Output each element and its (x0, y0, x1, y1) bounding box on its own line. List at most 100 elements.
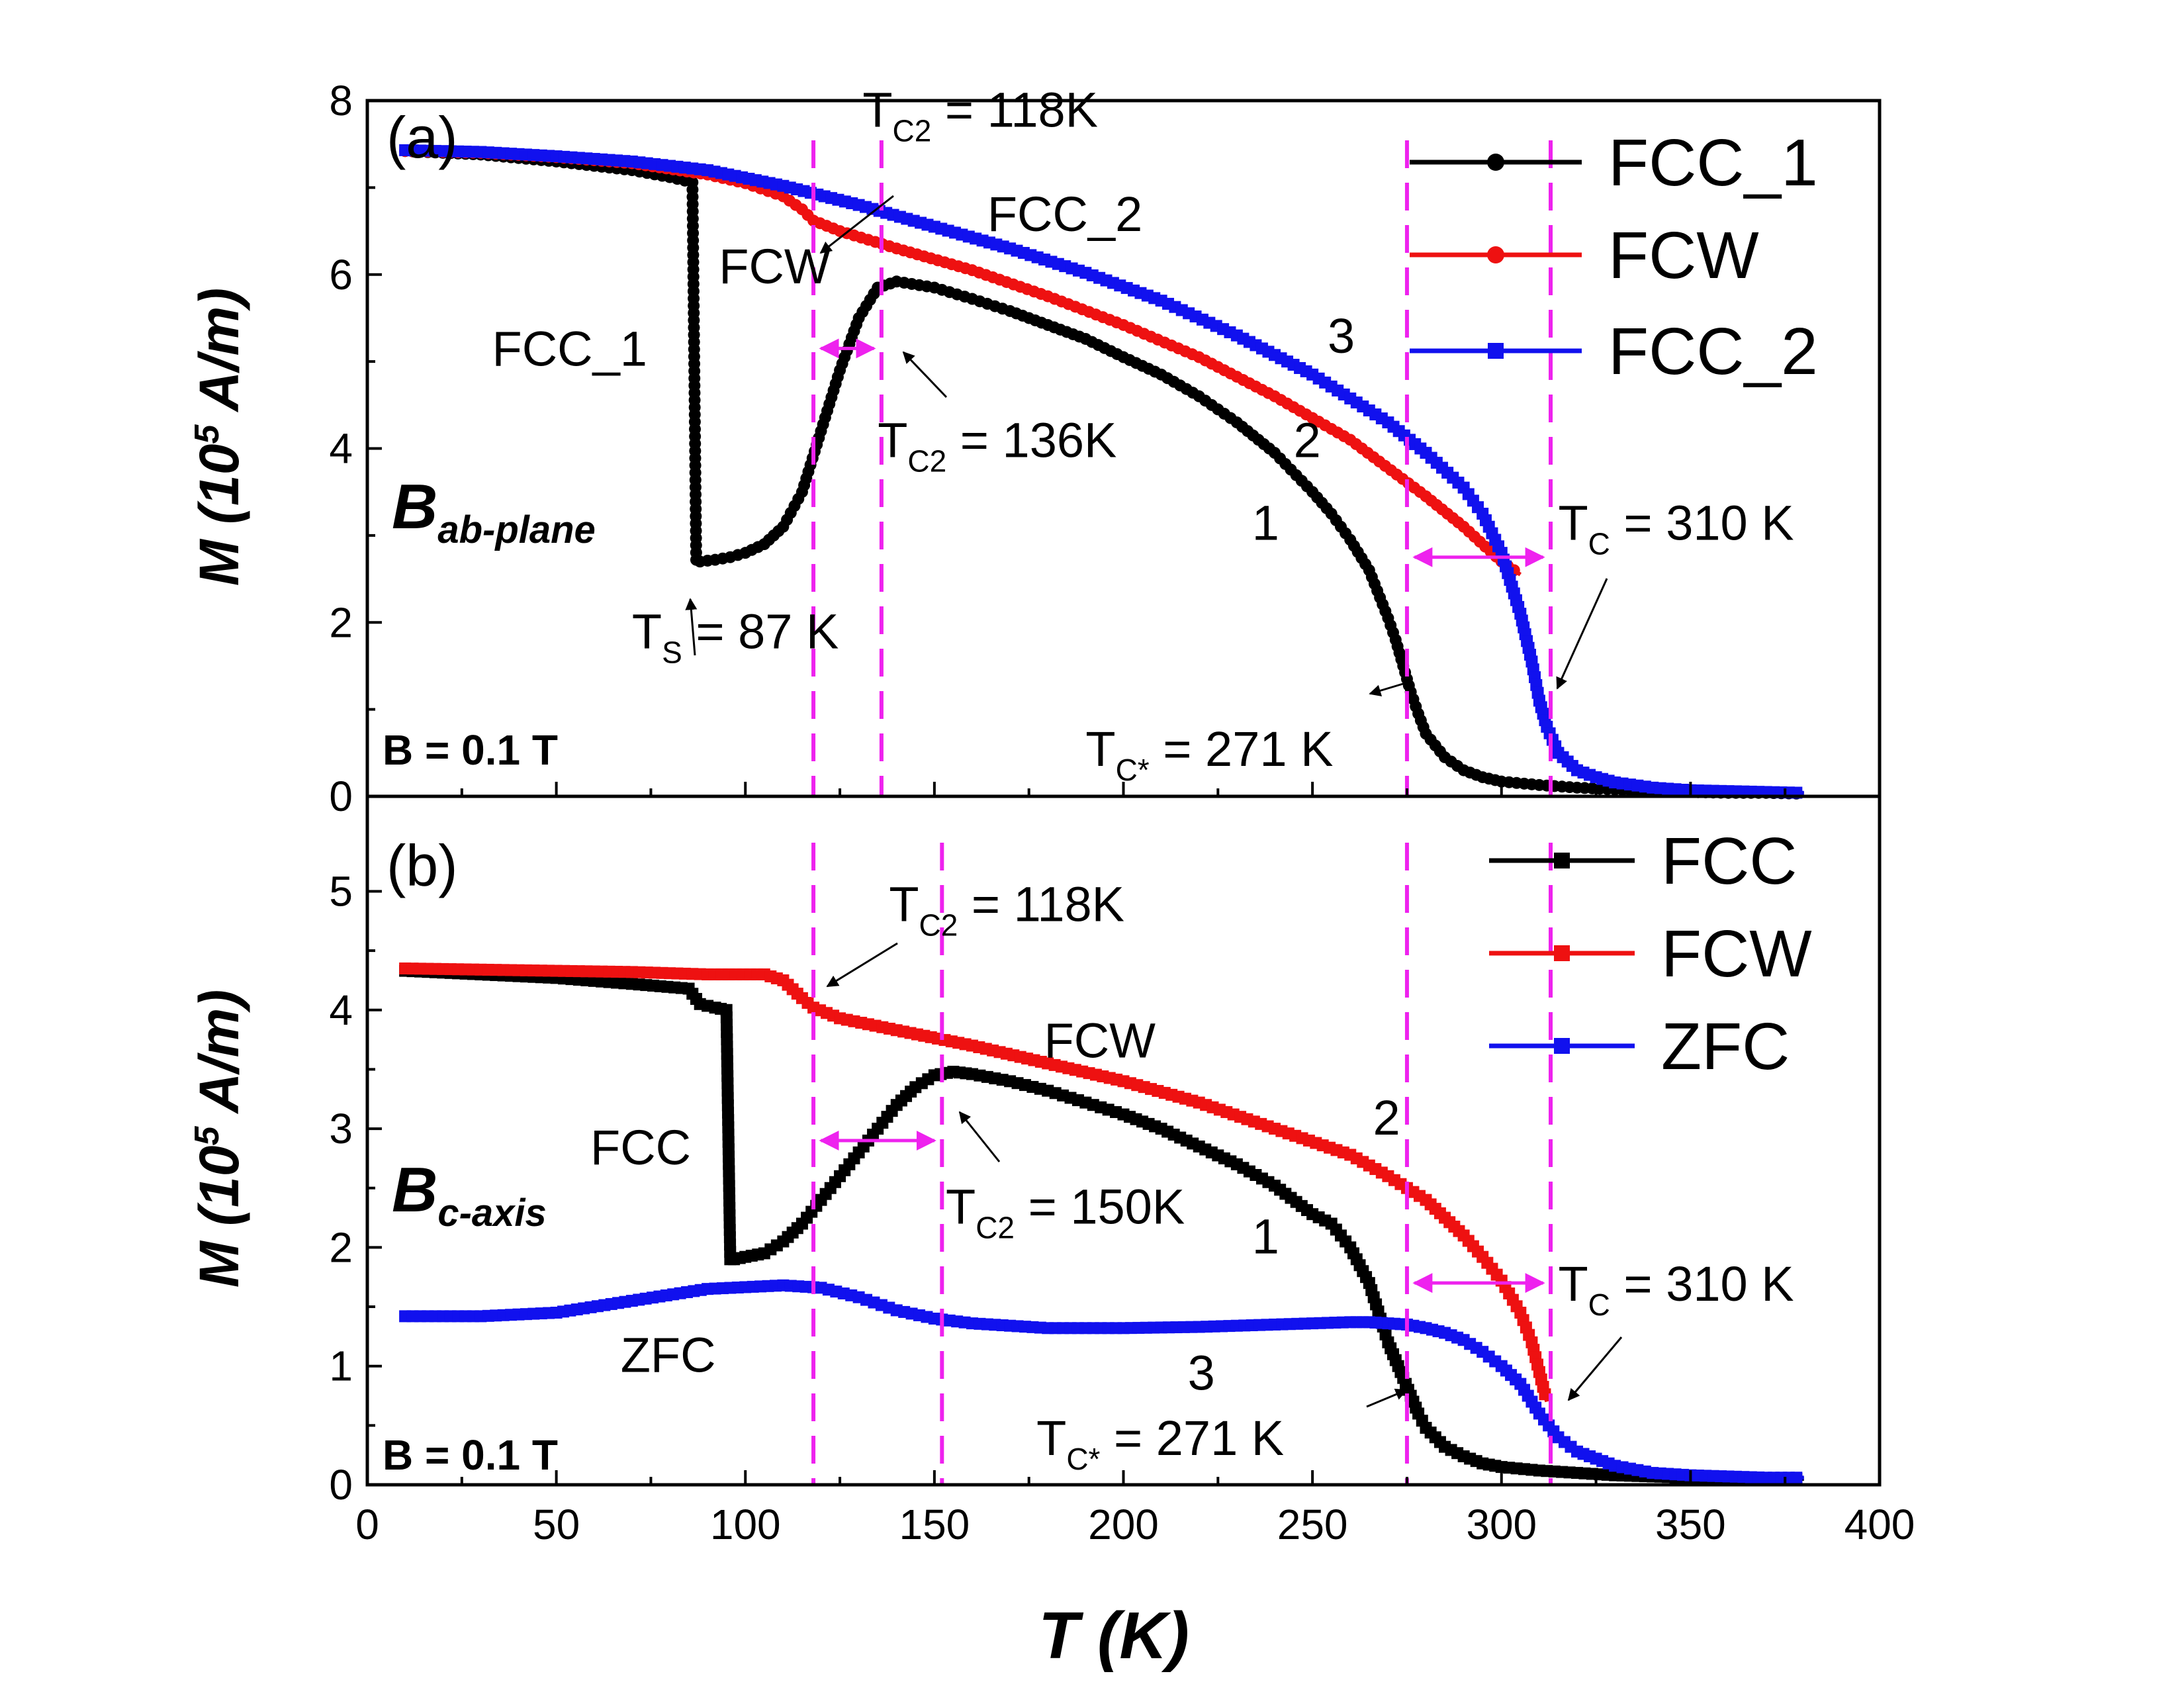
annotation-sub: C2 (907, 444, 946, 479)
annotation-main: T (1085, 722, 1115, 776)
pointer-arrow-6 (958, 1111, 1001, 1162)
annotation-main: 3 (1188, 1346, 1215, 1401)
annotation-main: T (1558, 495, 1588, 550)
annotation-main: 1 (1252, 495, 1279, 550)
legend-label-ZFC: ZFC (1661, 1009, 1790, 1084)
legend-label-FCC: FCC (1661, 824, 1797, 898)
panel-b-annotation-3: TC2 = 150K (946, 1180, 1185, 1245)
annotation-tail: = 271 K (1100, 1411, 1284, 1466)
panel-b-xtick-label-6: 300 (1466, 1501, 1537, 1548)
panel-a-y-axis: 0 2 4 6 8 (329, 77, 382, 820)
panel-b-xtick-label-2: 100 (710, 1501, 781, 1548)
annotation-main: FCW (719, 239, 831, 294)
panel-a-ytick-label-1: 2 (329, 598, 353, 646)
pointer-arrow-4 (1556, 578, 1608, 690)
pointer-arrow-2 (1369, 680, 1410, 696)
panel-a-annotation-6: 2 (1294, 413, 1321, 468)
panel-a-field-label: B = 0.1 T (383, 726, 558, 774)
annotation-tail: = 310 K (1610, 1256, 1794, 1311)
legend-label-FCC_2: FCC_2 (1608, 314, 1818, 389)
legend-label-FCC_1: FCC_1 (1608, 126, 1818, 200)
panel-a-direction-label: Bab-plane (392, 471, 596, 551)
annotation-sub: C* (1066, 1442, 1100, 1476)
annotation-main: T (862, 82, 892, 137)
panel-b-xtick-label-7: 350 (1655, 1501, 1726, 1548)
panel-b-xtick-label-1: 50 (533, 1501, 580, 1548)
panel-b-ytick-label-0: 0 (329, 1461, 353, 1509)
panel-b-annotation-9: TC* = 271 K (1036, 1411, 1284, 1476)
pointer-arrow-3 (685, 598, 698, 656)
pointer-arrow-1 (902, 351, 948, 399)
annotation-main: T (1036, 1411, 1066, 1466)
panel-a-markers-FCC_2 (399, 144, 1803, 799)
panel-a-ylabel-tail: A/m) (188, 288, 250, 425)
annotation-main: 1 (1252, 1209, 1279, 1264)
annotation-sub: C2 (976, 1211, 1015, 1245)
pointer-arrow-0 (819, 195, 894, 254)
panel-a-annotation-5: 3 (1328, 308, 1355, 363)
annotation-tail: = 118K (931, 82, 1098, 137)
panel-b-field-label: B = 0.1 T (383, 1431, 558, 1479)
panel-a-direction-sub: ab-plane (437, 508, 596, 551)
panel-a-y-axis-label: M (105 A/m) (188, 288, 250, 586)
panel-b-ylabel-tail: A/m) (188, 990, 250, 1127)
panel-b-y-axis-label: M (105 A/m) (188, 990, 250, 1288)
panel-b-markers-FCW (399, 962, 1551, 1401)
panel-b-legend: FCC FCW ZFC (1489, 824, 1812, 1084)
panel-b-ylabel-sup: 5 (188, 1126, 226, 1146)
panel-b-annotation-7: ZFC (621, 1328, 716, 1383)
legend-marker-FCW (1487, 246, 1504, 263)
annotation-main: 2 (1373, 1090, 1400, 1145)
pointer-arrow-8 (1567, 1336, 1623, 1401)
panel-a-annotation-3: FCC_1 (492, 322, 647, 377)
panel-b-direction-main: B (392, 1154, 437, 1225)
annotation-sub: C* (1116, 753, 1150, 787)
panel-b-ylabel-main: M (10 (188, 1146, 250, 1288)
legend-marker-ZFC (1554, 1038, 1570, 1054)
panel-b-annotation-1: FCW (1044, 1013, 1156, 1068)
annotation-tail: = 310 K (1610, 495, 1794, 550)
annotation-sub: C (1588, 526, 1610, 561)
panel-a-annotation-9: TS = 87 K (632, 604, 839, 670)
panel-a-annotation-0: TC2 = 118K (862, 82, 1098, 148)
annotation-main: FCC_2 (987, 187, 1142, 242)
panel-b-ytick-label-5: 5 (329, 867, 353, 915)
panel-a-guides (811, 140, 1553, 796)
pointer-arrow-7 (1366, 1388, 1408, 1408)
panel-a-annotation-8: TC = 310 K (1558, 495, 1794, 561)
legend-marker-FCC_2 (1488, 343, 1504, 359)
panel-a-label: (a) (387, 105, 458, 170)
panel-b-annotation-5: 1 (1252, 1209, 1279, 1264)
legend-label-FCW: FCW (1661, 917, 1812, 991)
panel-a-legend: FCC_1 FCW FCC_2 (1410, 126, 1818, 389)
panel-b-xtick-label-3: 150 (899, 1501, 970, 1548)
panel-a-ytick-label-4: 8 (329, 77, 353, 124)
panel-b-point-FCW (1539, 1388, 1551, 1401)
annotation-main: FCC_1 (492, 322, 647, 377)
panel-a-ytick-label-0: 0 (329, 773, 353, 820)
panel-b-xtick-label-4: 200 (1088, 1501, 1159, 1548)
panel-b-ytick-label-1: 1 (329, 1342, 353, 1390)
panel-b-annotation-0: TC2 = 118K (889, 876, 1124, 942)
panel-b-x-axis: 0 50 100 150 200 250 300 350 400 (355, 1470, 1915, 1548)
panel-b-direction-sub: c-axis (437, 1192, 546, 1235)
annotation-sub: S (662, 635, 682, 670)
annotation-main: 2 (1294, 413, 1321, 468)
annotation-sub: C2 (893, 113, 932, 148)
panel-b-xtick-label-0: 0 (355, 1501, 379, 1548)
panel-b-y-axis: 0 1 2 3 4 5 (329, 867, 382, 1509)
panel-a-x-axis (366, 782, 1881, 796)
panel-b-direction-label: Bc-axis (392, 1154, 547, 1235)
panel-a-series-markers (399, 144, 1803, 800)
annotation-tail: = 118K (958, 876, 1124, 931)
annotation-main: T (878, 413, 907, 468)
panel-b-guides (811, 843, 1553, 1485)
panel-b-xtick-label-5: 250 (1277, 1501, 1348, 1548)
panel-a-ylabel-main: M (10 (188, 444, 250, 586)
annotation-main: T (946, 1180, 976, 1235)
annotation-main: T (1558, 1256, 1588, 1311)
